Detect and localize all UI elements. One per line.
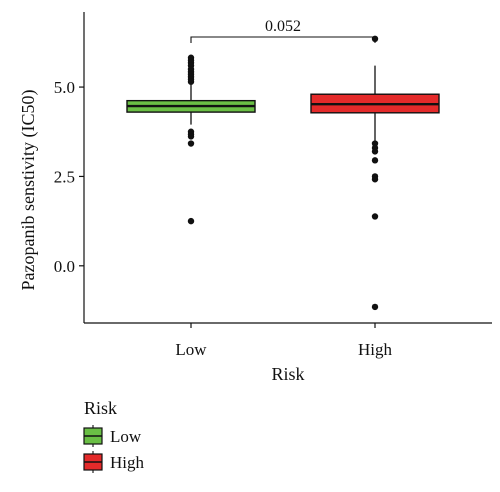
outlier-point <box>187 78 195 85</box>
outlier-point <box>187 133 195 140</box>
x-tick-label: High <box>358 340 393 359</box>
y-tick-label: 5.0 <box>54 78 75 97</box>
significance-label: 0.052 <box>265 18 301 35</box>
y-axis-title: Pazopanib senstivity (IC50) <box>18 90 39 291</box>
legend-label-high: High <box>110 453 145 472</box>
x-tick-label: Low <box>175 340 207 359</box>
legend: Low High <box>83 425 145 473</box>
legend-label-low: Low <box>110 427 142 446</box>
y-tick-label: 0.0 <box>54 257 75 276</box>
legend-title: Risk <box>84 398 117 418</box>
significance-bracket <box>190 36 376 43</box>
outlier-point <box>187 140 195 147</box>
plot-area: 0.0 2.5 5.0 Low High <box>54 12 492 359</box>
outlier-point <box>371 176 379 183</box>
x-axis-title: Risk <box>271 364 304 384</box>
chart-marks <box>126 35 440 311</box>
outlier-point <box>187 217 195 225</box>
y-tick-label: 2.5 <box>54 167 75 186</box>
outlier-point <box>371 157 379 164</box>
outlier-point <box>371 213 379 220</box>
outlier-point <box>371 148 379 155</box>
outlier-point <box>371 303 379 311</box>
